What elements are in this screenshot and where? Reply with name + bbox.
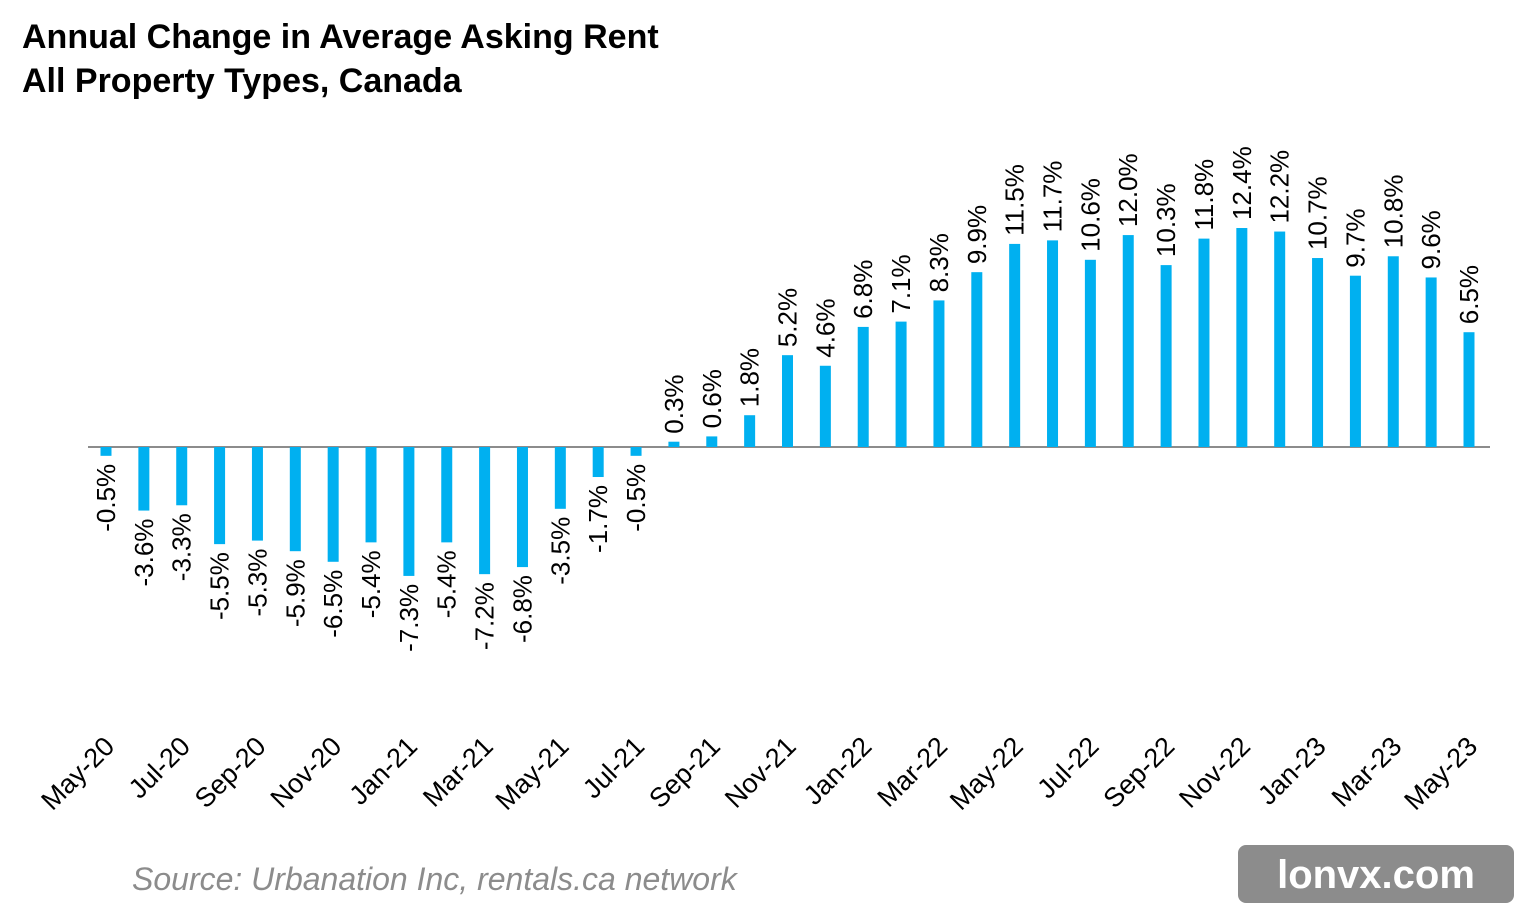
value-label: 1.8% bbox=[735, 348, 765, 407]
bar bbox=[744, 415, 756, 447]
x-tick-label: Nov-22 bbox=[1173, 731, 1256, 814]
value-label: 8.3% bbox=[924, 233, 954, 292]
bar bbox=[365, 447, 377, 543]
chart-title: Annual Change in Average Asking Rent bbox=[22, 18, 659, 56]
bar bbox=[1047, 240, 1059, 447]
value-label: 9.7% bbox=[1340, 208, 1370, 267]
watermark-box bbox=[1238, 845, 1514, 903]
bar bbox=[668, 441, 680, 447]
x-tick-label: May-21 bbox=[490, 731, 575, 816]
bar bbox=[1236, 228, 1248, 447]
bar bbox=[327, 447, 339, 562]
bar bbox=[857, 326, 869, 447]
bar bbox=[214, 447, 226, 545]
x-tick-label: Nov-20 bbox=[265, 731, 348, 814]
bar bbox=[1387, 256, 1399, 447]
bar bbox=[819, 365, 831, 447]
x-tick-label: Sep-20 bbox=[189, 731, 272, 814]
bar bbox=[933, 300, 945, 447]
bar bbox=[1160, 265, 1172, 447]
bar bbox=[1084, 259, 1096, 447]
value-label: 10.6% bbox=[1075, 178, 1105, 252]
value-label: -3.5% bbox=[545, 517, 575, 585]
value-label: -5.4% bbox=[356, 550, 386, 618]
bar bbox=[403, 447, 415, 576]
value-label: -5.3% bbox=[242, 549, 272, 617]
bar bbox=[782, 355, 793, 447]
bar bbox=[1198, 238, 1210, 447]
x-tick-label: May-22 bbox=[944, 731, 1029, 816]
bar bbox=[289, 447, 301, 552]
value-label: 6.8% bbox=[848, 260, 878, 319]
value-label: -3.6% bbox=[129, 519, 159, 587]
x-tick-label: Jan-22 bbox=[798, 731, 878, 811]
x-tick-label: Jul-20 bbox=[123, 731, 196, 804]
bar bbox=[1463, 332, 1475, 447]
value-label: 0.6% bbox=[697, 369, 727, 428]
bar bbox=[176, 447, 188, 506]
x-tick-label: Jul-21 bbox=[577, 731, 650, 804]
bar bbox=[630, 447, 642, 456]
value-label: 10.3% bbox=[1151, 183, 1181, 257]
source-note: Source: Urbanation Inc, rentals.ca netwo… bbox=[132, 861, 739, 897]
value-label: 0.3% bbox=[659, 374, 689, 433]
x-tick-label: Mar-21 bbox=[417, 731, 499, 813]
value-label: 11.5% bbox=[1000, 164, 1030, 236]
value-label: 9.9% bbox=[962, 205, 992, 264]
bar bbox=[251, 447, 263, 541]
bar bbox=[1312, 258, 1324, 447]
bar bbox=[592, 447, 604, 478]
bar bbox=[100, 447, 112, 456]
bar bbox=[895, 321, 907, 447]
value-label: -3.3% bbox=[167, 513, 197, 581]
bar bbox=[971, 272, 983, 447]
value-label: -0.5% bbox=[621, 464, 651, 532]
bar bbox=[554, 447, 566, 509]
bar bbox=[1425, 277, 1437, 447]
value-label: 10.7% bbox=[1303, 176, 1333, 250]
value-label: 5.2% bbox=[773, 288, 803, 347]
x-tick-label: Nov-21 bbox=[719, 731, 802, 814]
value-label: 12.2% bbox=[1265, 150, 1295, 224]
watermark: lonvx.com bbox=[1277, 853, 1475, 897]
value-label: 6.5% bbox=[1454, 265, 1484, 324]
value-label: 9.6% bbox=[1416, 210, 1446, 269]
bar bbox=[516, 447, 528, 568]
value-label: 12.4% bbox=[1227, 146, 1257, 220]
value-label: -7.2% bbox=[470, 582, 500, 650]
x-tick-label: Sep-21 bbox=[643, 731, 726, 814]
value-label: -5.5% bbox=[205, 552, 235, 620]
bar bbox=[138, 447, 150, 511]
bar bbox=[1009, 243, 1021, 447]
value-label: -6.5% bbox=[318, 570, 348, 638]
x-tick-label: Jan-23 bbox=[1252, 731, 1332, 811]
value-label: -5.4% bbox=[432, 550, 462, 618]
bar bbox=[1349, 275, 1361, 447]
value-label: 7.1% bbox=[886, 254, 916, 313]
value-label: 11.8% bbox=[1189, 159, 1219, 231]
value-label: -5.9% bbox=[280, 559, 310, 627]
x-tick-label: Mar-23 bbox=[1326, 731, 1408, 813]
value-label: -6.8% bbox=[507, 575, 537, 643]
value-label: 11.7% bbox=[1038, 161, 1068, 233]
value-label: -1.7% bbox=[583, 485, 613, 553]
bar bbox=[706, 436, 718, 447]
chart-subtitle: All Property Types, Canada bbox=[22, 62, 463, 100]
value-label: -7.3% bbox=[394, 584, 424, 652]
value-label: 4.6% bbox=[810, 298, 840, 357]
bar bbox=[441, 447, 453, 543]
bar bbox=[1122, 235, 1134, 447]
value-label: -0.5% bbox=[91, 464, 121, 532]
value-label: 10.8% bbox=[1378, 175, 1408, 249]
bar bbox=[1274, 231, 1286, 447]
x-tick-label: Mar-22 bbox=[871, 731, 953, 813]
x-tick-label: Jan-21 bbox=[344, 731, 424, 811]
value-label: 12.0% bbox=[1113, 153, 1143, 227]
x-tick-label: May-23 bbox=[1398, 731, 1483, 816]
x-tick-label: Sep-22 bbox=[1098, 731, 1181, 814]
x-tick-label: Jul-22 bbox=[1031, 731, 1104, 804]
x-tick-label: May-20 bbox=[35, 731, 120, 816]
bar bbox=[479, 447, 491, 575]
